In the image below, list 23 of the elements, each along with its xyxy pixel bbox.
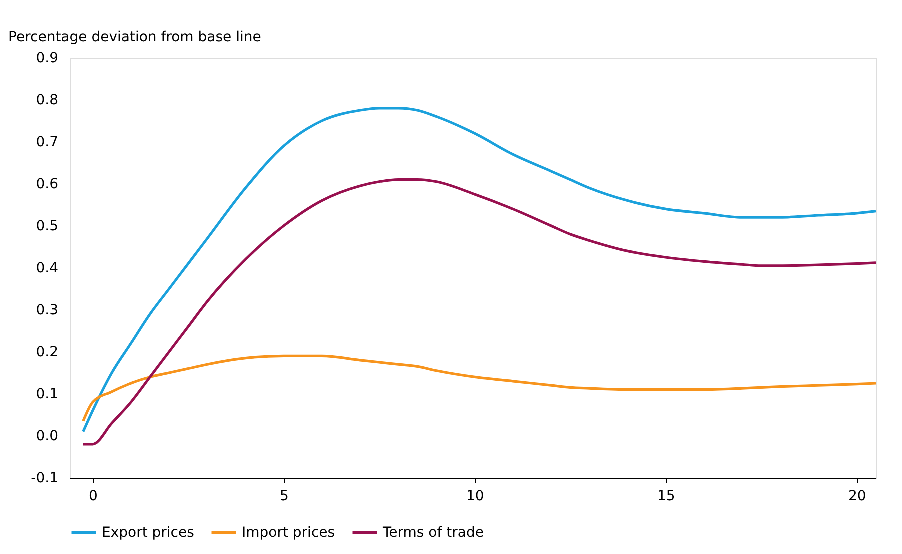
y-tick-label: 0.8: [36, 92, 58, 108]
y-tick-label: -0.1: [31, 470, 58, 486]
y-tick-label: 0.0: [36, 428, 58, 444]
y-tick-label: 0.2: [36, 344, 58, 360]
legend-label: Import prices: [242, 525, 336, 541]
y-axis-title: Percentage deviation from base line: [8, 30, 262, 46]
legend-label: Terms of trade: [382, 525, 484, 541]
legend-label: Export prices: [102, 525, 194, 541]
line-series: [82, 178, 878, 446]
line-series: [82, 107, 878, 434]
x-tick-label: 10: [466, 488, 484, 504]
y-tick-label: 0.7: [36, 134, 58, 150]
x-tick-label: 0: [88, 488, 98, 504]
y-tick-label: 0.9: [36, 50, 58, 66]
y-tick-label: 0.6: [36, 176, 59, 192]
y-tick-label: 0.5: [36, 218, 58, 234]
y-tick-label: 0.4: [36, 260, 59, 276]
line-series: [82, 354, 878, 423]
y-tick-label: 0.3: [36, 302, 58, 318]
x-tick-label: 5: [280, 488, 289, 504]
y-tick-label: 0.1: [36, 386, 58, 402]
x-tick-label: 20: [848, 488, 866, 504]
x-tick-label: 15: [657, 488, 676, 504]
